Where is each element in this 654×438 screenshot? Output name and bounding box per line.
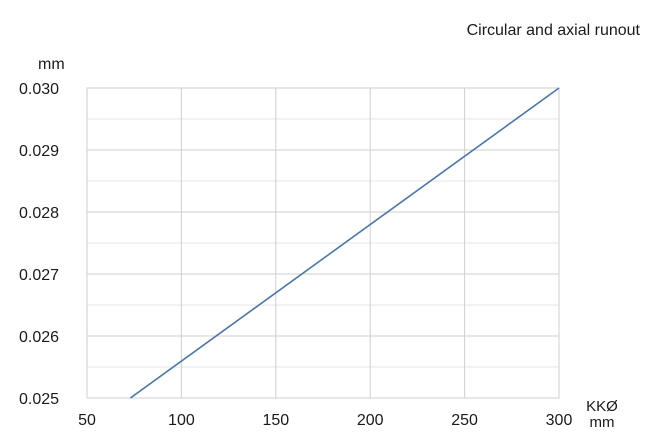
x-tick-label: 200 [357, 412, 384, 429]
x-tick-label: 300 [546, 412, 573, 429]
plot-frame [86, 87, 560, 399]
series-layer [129, 87, 560, 399]
x-axis-label-line-1: KKØ [586, 398, 618, 415]
x-tick-label: 100 [168, 412, 195, 429]
x-tick-labels: 50 100 150 200 250 300 [78, 412, 572, 429]
x-axis-label-line-2: mm [590, 414, 615, 431]
x-tick-label: 150 [262, 412, 289, 429]
y-tick-label: 0.026 [19, 329, 59, 346]
y-tick-label: 0.030 [19, 81, 59, 98]
grid [87, 88, 559, 398]
y-tick-label: 0.027 [19, 267, 59, 284]
y-tick-label: 0.029 [19, 143, 59, 160]
chart-title: Circular and axial runout [467, 22, 641, 39]
y-tick-label: 0.025 [19, 391, 59, 408]
y-axis-label: mm [38, 56, 65, 73]
x-tick-label: 250 [451, 412, 478, 429]
y-tick-label: 0.028 [19, 205, 59, 222]
y-tick-labels: 0.025 0.026 0.027 0.028 0.029 0.030 [19, 81, 59, 408]
x-tick-label: 50 [78, 412, 96, 429]
series-line [129, 87, 560, 399]
